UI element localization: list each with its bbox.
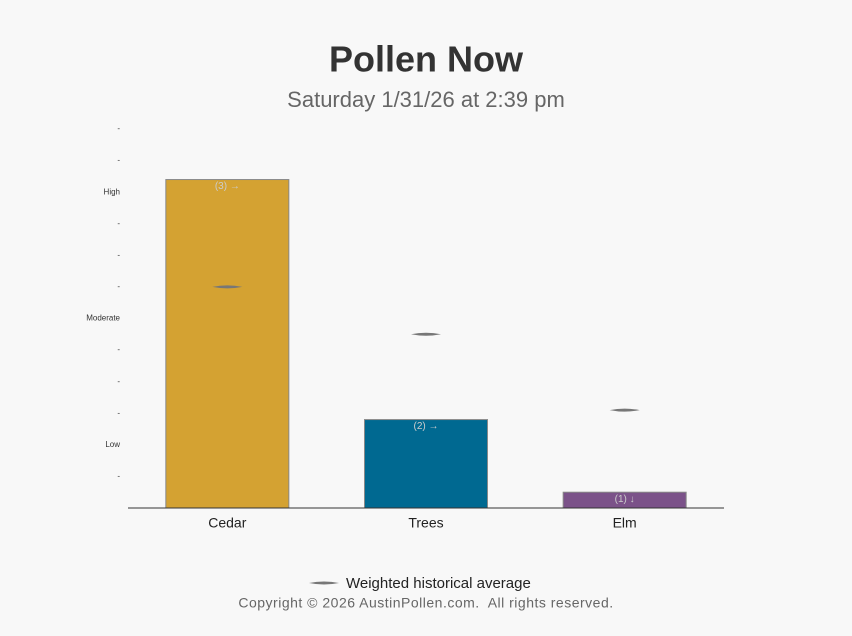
bar-label: (3) → [215,181,240,192]
historical-average [212,285,243,289]
y-tick-label: - [117,250,120,259]
legend-swatch [309,581,339,585]
y-tick-label: - [117,124,120,133]
bar [364,419,488,509]
footer: Copyright © 2026 AustinPollen.com. All r… [238,595,613,611]
y-tick-label: - [117,219,120,228]
y-tick-label: - [117,408,120,417]
x-tick-label: Trees [408,515,443,531]
y-tick-label: - [117,345,120,354]
bar [165,179,290,509]
y-tick-label: High [104,187,120,196]
y-tick-label: - [117,472,120,481]
x-tick-label: Cedar [208,515,246,531]
y-tick-label: - [117,282,120,291]
x-tick-label: Elm [613,515,637,531]
historical-average [411,332,441,336]
bar-label: (2) → [414,421,439,432]
y-tick-label: Moderate [86,314,120,323]
y-tick-label: - [117,156,120,165]
chart-subtitle: Saturday 1/31/26 at 2:39 pm [287,87,565,112]
bar-label: (1) ↓ [615,494,635,505]
chart-title: Pollen Now [329,39,524,80]
legend-label: Weighted historical average [346,575,531,592]
y-tick-label: - [117,377,120,386]
y-tick-label: Low [105,440,120,449]
historical-average [609,408,640,412]
